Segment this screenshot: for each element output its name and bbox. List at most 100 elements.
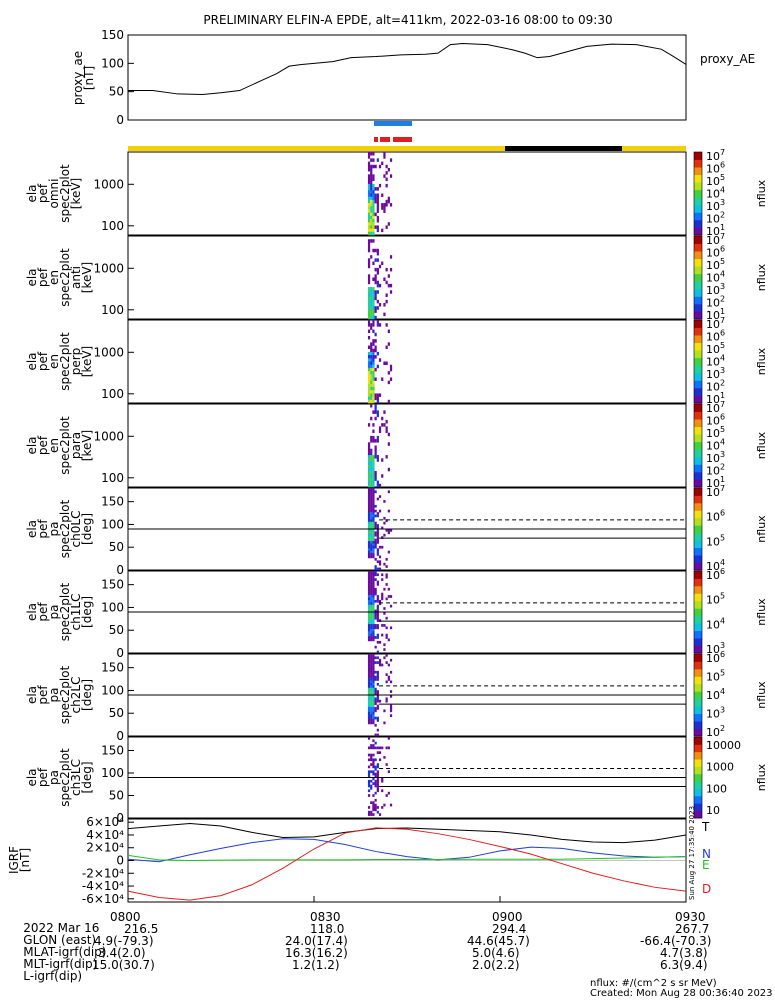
spectrogram-pixel [372, 628, 375, 632]
science-zone-red-bar [380, 137, 390, 142]
spectrogram-pixel [370, 404, 373, 408]
spectrogram-pixel [372, 387, 375, 391]
spectrogram-pixel [372, 744, 375, 747]
colorbar-tick-exponent: 6 [720, 650, 725, 659]
spectrogram-pixel [387, 342, 390, 346]
colorbar-segment [694, 464, 702, 473]
spectrogram-pixel [374, 258, 377, 262]
spectrogram-pixel [374, 225, 377, 229]
colorbar-tick-base: 10 [706, 225, 720, 238]
colorbar-tick-exponent: 6 [720, 567, 725, 576]
proxy-ae-frame [127, 34, 687, 121]
row-mlat: MLAT-igrf(dip) [8, 934, 106, 970]
spectrogram-pixel [372, 293, 375, 297]
colorbar-segment [694, 197, 702, 206]
spectrogram-pixel [372, 315, 375, 320]
colorbar-label: nflux [755, 431, 768, 459]
spectrogram-pixel [374, 290, 377, 294]
spectrogram-pixel [370, 524, 373, 527]
colorbar-tick-label: 105 [706, 533, 725, 548]
spectrogram-pixel [383, 206, 386, 210]
panel-ylabel: pef [36, 267, 50, 287]
colorbar-segment [694, 502, 702, 511]
colorbar-tick-base: 10 [706, 284, 720, 297]
colorbar-segment [694, 510, 702, 519]
spectrogram-pixel [372, 553, 375, 556]
spectrogram-pixel [370, 455, 373, 459]
spectrogram-pixel [370, 678, 373, 681]
panel-ylabel: ela [25, 686, 39, 704]
spectrogram-pixel [387, 329, 390, 334]
colorbar-tick-exponent: 1 [720, 223, 725, 232]
colorbar-tick-exponent: 5 [720, 592, 725, 601]
colorbar-segment [694, 167, 702, 176]
col-mlat-0800: 4.9(-79.3) [94, 934, 154, 948]
spectrogram-pixel [389, 255, 393, 259]
spectrogram-pixel [376, 619, 379, 622]
colorbar-tick-base: 10 [706, 594, 720, 607]
spectrogram-pixel [370, 697, 373, 701]
spectrogram-pixel [376, 656, 379, 660]
igrf-ytick-label: -6×10⁴ [82, 892, 124, 906]
igrf-series-T [127, 822, 687, 844]
spectrogram-pixel [376, 716, 379, 720]
spectrogram-pixel [372, 670, 375, 674]
spectrogram-pixel [372, 461, 375, 465]
spectrogram-pixel [372, 661, 375, 664]
spectrogram-pixel [367, 502, 371, 506]
spectrogram-pixel [374, 675, 377, 679]
colorbar-segment [694, 744, 702, 753]
colorbar-tick-base: 10 [706, 381, 720, 394]
colorbar-tick-base: 10 [706, 708, 720, 721]
spectrogram-pixel [374, 455, 377, 459]
spectrogram-pixel [376, 206, 379, 210]
spectrogram-pixel [370, 512, 373, 515]
igrf-ytick-label: 4×10⁴ [86, 828, 124, 842]
colorbar-tick-exponent: 4 [720, 270, 725, 279]
spectrogram-pixel [376, 580, 379, 584]
spectrogram-pixel [385, 199, 388, 204]
spectrogram-pixel [370, 439, 373, 443]
spectrogram-pixel [374, 741, 377, 745]
spectrogram-pixel [372, 471, 375, 475]
spectrogram-pixel [374, 687, 377, 691]
spectrogram-pixel [370, 483, 373, 488]
spectrogram-pixel [367, 228, 371, 233]
spectrogram-pixel [367, 775, 371, 778]
spectrogram-pixel [367, 533, 371, 537]
spectrogram-pixel [367, 490, 371, 494]
colorbar-segment [694, 713, 702, 722]
spectrogram-pixel [367, 299, 371, 304]
spectrogram-pixel [374, 614, 377, 618]
spectrogram-pixel [376, 280, 379, 285]
col-mlt-0900: 5.0(4.6) [472, 946, 520, 960]
colorbar-label: nflux [755, 681, 768, 709]
colorbar-segment [694, 691, 702, 700]
colorbar-tick-exponent: 6 [720, 329, 725, 338]
spectrogram-pixel [385, 164, 388, 169]
spectrogram-pixel [374, 782, 377, 785]
spectrogram-pixel [374, 545, 377, 549]
spectrogram-pixel [374, 309, 377, 313]
spectrogram-pixel [381, 261, 384, 266]
panel-ytick-label: 1000 [93, 429, 124, 443]
spectrogram-pixel [372, 719, 375, 722]
colorbar-tick-label: 102 [706, 463, 725, 478]
colorbar-tick-exponent: 3 [720, 198, 725, 207]
colorbar-segment [694, 357, 702, 366]
spectrogram-pixel [376, 306, 379, 310]
colorbar-segment [694, 479, 702, 488]
colorbar-segment [694, 788, 702, 797]
spectrogram-pixel [376, 529, 379, 532]
spectrogram-pixel [378, 509, 382, 513]
spectrogram-pixel [372, 193, 375, 197]
spectrogram-pixel [372, 158, 375, 162]
spectrogram-pixel [367, 161, 371, 166]
units-note: nflux: #/(cm^2 s sr MeV) [590, 978, 717, 989]
spectrogram-pixel [374, 248, 377, 253]
panel-ylabel: [keV] [80, 430, 94, 461]
colorbar-segment [694, 540, 702, 549]
spectrogram-pixel [381, 806, 384, 809]
spectrogram-pixel [367, 495, 371, 498]
